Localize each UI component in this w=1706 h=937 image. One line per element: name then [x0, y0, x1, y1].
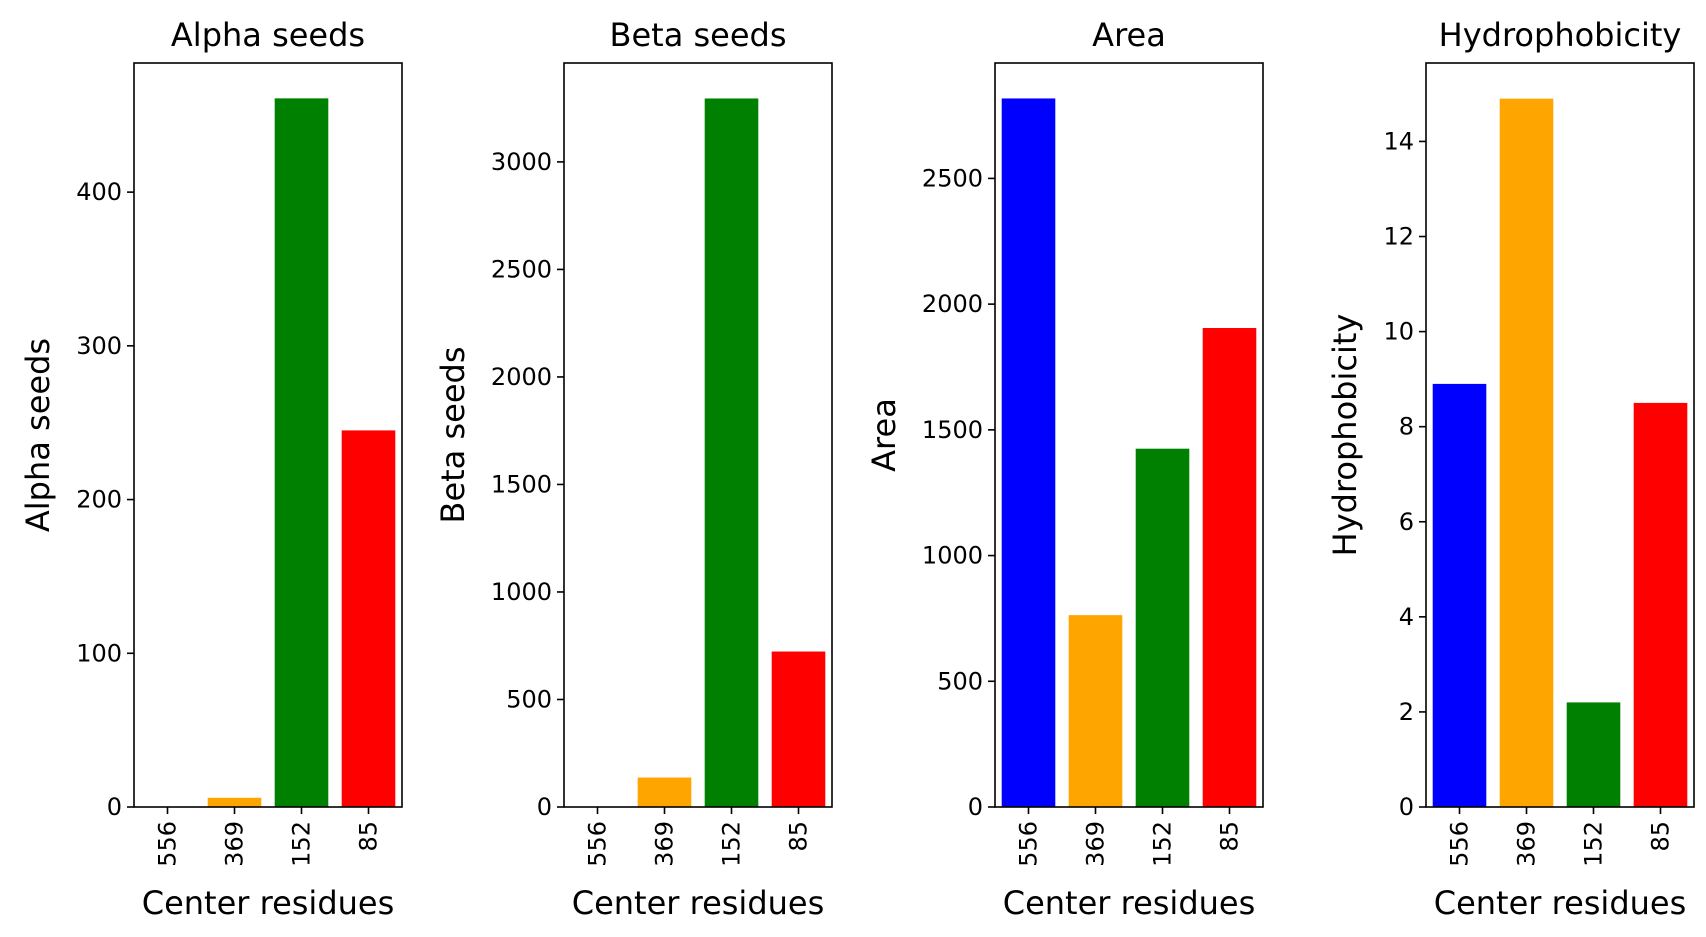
bar-152 — [274, 98, 329, 808]
y-tick-label: 1500 — [922, 416, 983, 444]
x-tick-label: 85 — [355, 821, 383, 852]
x-tick-label: 152 — [1580, 821, 1608, 867]
bar-152 — [704, 98, 759, 808]
bar-85 — [771, 651, 826, 807]
x-tick-label: 152 — [718, 821, 746, 867]
y-tick-label: 10 — [1383, 318, 1414, 346]
chart-panel-2: 0 500 1000 1500 2000 2500 3000 556 369 152 85 Beta … — [434, 16, 833, 922]
axes-frame — [994, 62, 1264, 808]
x-tick-label: 85 — [785, 821, 813, 852]
bar-85 — [1202, 328, 1257, 807]
y-tick-label: 100 — [76, 639, 122, 667]
y-axis-label: Alpha seeds — [19, 338, 57, 532]
chart-panel-1: 0 100 200 300 400 556 369 152 85 Alpha seeds Cente… — [19, 16, 403, 922]
y-tick-label: 2000 — [922, 290, 983, 318]
y-axis-label: Beta seeds — [434, 347, 472, 524]
y-tick-label: 1000 — [491, 578, 552, 606]
x-tick-label: 85 — [1216, 821, 1244, 852]
y-tick-label: 2000 — [491, 363, 552, 391]
chart-panel-4: 0 2 4 6 8 10 12 14 556 369 152 85 Hydrophobicity Cent… — [1326, 16, 1695, 922]
y-tick-label: 0 — [1399, 793, 1414, 821]
bar-85 — [341, 430, 396, 807]
axes-frame — [133, 62, 403, 808]
x-axis-label: Center residues — [1003, 884, 1256, 922]
y-tick-label: 3000 — [491, 148, 552, 176]
bar-556 — [1001, 98, 1056, 807]
y-tick-label: 2500 — [922, 164, 983, 192]
axes-frame — [1425, 62, 1695, 808]
y-tick-label: 0 — [107, 793, 122, 821]
bar-556 — [1432, 383, 1487, 807]
x-axis-label: Center residues — [142, 884, 395, 922]
bar-85 — [1633, 402, 1688, 807]
y-tick-label: 500 — [937, 667, 983, 695]
y-axis-label: Hydrophobicity — [1326, 314, 1364, 557]
chart-title: Beta seeds — [610, 16, 787, 54]
y-tick-label: 6 — [1399, 508, 1414, 536]
y-tick-label: 1500 — [491, 470, 552, 498]
x-tick-label: 152 — [288, 821, 316, 867]
y-tick-label: 14 — [1383, 127, 1414, 155]
x-tick-label: 556 — [1015, 821, 1043, 867]
x-tick-label: 556 — [584, 821, 612, 867]
y-tick-label: 200 — [76, 486, 122, 514]
x-tick-label: 152 — [1149, 821, 1177, 867]
x-tick-label: 369 — [1513, 821, 1541, 867]
y-tick-label: 0 — [537, 793, 552, 821]
bar-369 — [207, 797, 262, 807]
axes-frame — [563, 62, 833, 808]
chart-title: Area — [1092, 16, 1166, 54]
x-tick-label: 85 — [1647, 821, 1675, 852]
chart-title: Hydrophobicity — [1439, 16, 1682, 54]
x-tick-label: 369 — [221, 821, 249, 867]
y-tick-label: 0 — [968, 793, 983, 821]
x-tick-label: 556 — [154, 821, 182, 867]
y-tick-label: 1000 — [922, 542, 983, 570]
bar-369 — [637, 777, 692, 807]
chart-panel-3: 0 500 1000 1500 2000 2500 556 369 152 85 Area Cente… — [865, 16, 1264, 922]
bar-369 — [1068, 615, 1123, 807]
bar-152 — [1135, 448, 1190, 807]
y-tick-label: 12 — [1383, 223, 1414, 251]
bar-152 — [1566, 702, 1621, 807]
bar-369 — [1499, 98, 1554, 807]
y-tick-label: 2 — [1399, 698, 1414, 726]
y-tick-label: 4 — [1399, 603, 1414, 631]
y-tick-label: 2500 — [491, 255, 552, 283]
x-axis-label: Center residues — [1434, 884, 1687, 922]
y-tick-label: 300 — [76, 332, 122, 360]
x-axis-label: Center residues — [572, 884, 825, 922]
y-axis-label: Area — [865, 398, 903, 472]
chart-title: Alpha seeds — [171, 16, 365, 54]
x-tick-label: 369 — [1082, 821, 1110, 867]
y-tick-label: 500 — [506, 685, 552, 713]
y-tick-label: 8 — [1399, 413, 1414, 441]
x-tick-label: 369 — [651, 821, 679, 867]
x-tick-label: 556 — [1446, 821, 1474, 867]
y-tick-label: 400 — [76, 178, 122, 206]
